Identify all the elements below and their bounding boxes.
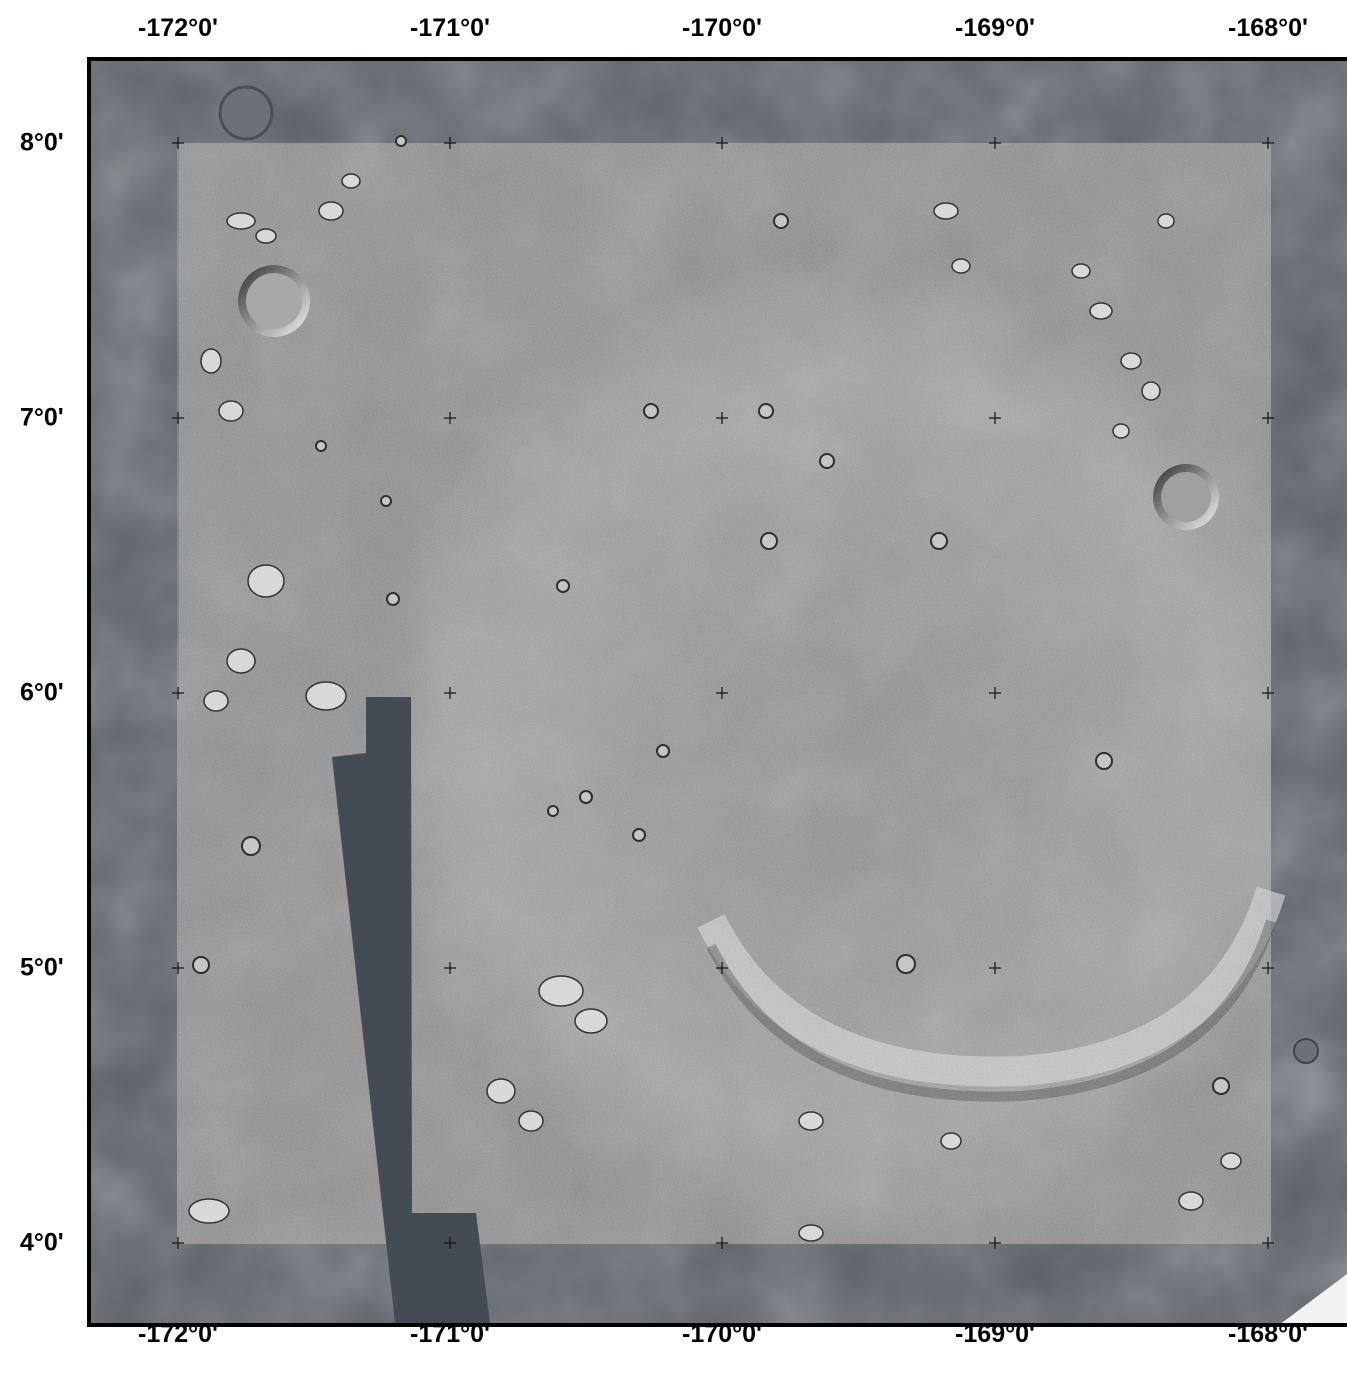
corner-patch xyxy=(1281,1274,1347,1323)
crater-large-2 xyxy=(1153,464,1219,530)
lat-label-5: 4°0' xyxy=(20,1228,64,1257)
lon-label-bottom-2: -171°0' xyxy=(410,1320,490,1348)
knobs-south xyxy=(188,975,1242,1242)
map-frame[interactable] xyxy=(87,57,1347,1327)
crater-context-2 xyxy=(1293,1038,1319,1064)
lat-label-4: 5°0' xyxy=(20,953,64,982)
knobs-northeast xyxy=(933,202,1175,439)
crater-context-1 xyxy=(218,85,274,141)
lon-label-bottom-5: -168°0' xyxy=(1228,1320,1308,1348)
graticule xyxy=(172,137,1274,1249)
lon-label-top-5: -168°0' xyxy=(1228,14,1308,42)
crater-large-1 xyxy=(238,265,310,337)
lon-label-bottom-3: -170°0' xyxy=(682,1320,762,1348)
data-gap-strip xyxy=(332,697,490,1323)
lon-label-bottom-1: -172°0' xyxy=(138,1320,218,1348)
lon-label-top-1: -172°0' xyxy=(138,14,218,42)
map-canvas[interactable] xyxy=(91,61,1347,1327)
lat-label-1: 8°0' xyxy=(20,128,64,157)
lon-label-top-2: -171°0' xyxy=(410,14,490,42)
small-craters xyxy=(192,135,1230,1095)
lat-label-2: 7°0' xyxy=(20,403,64,432)
lon-label-bottom-4: -169°0' xyxy=(955,1320,1035,1348)
lat-label-3: 6°0' xyxy=(20,678,64,707)
lon-label-top-3: -170°0' xyxy=(682,14,762,42)
lon-label-top-4: -169°0' xyxy=(955,14,1035,42)
knobs-northwest xyxy=(200,173,361,712)
